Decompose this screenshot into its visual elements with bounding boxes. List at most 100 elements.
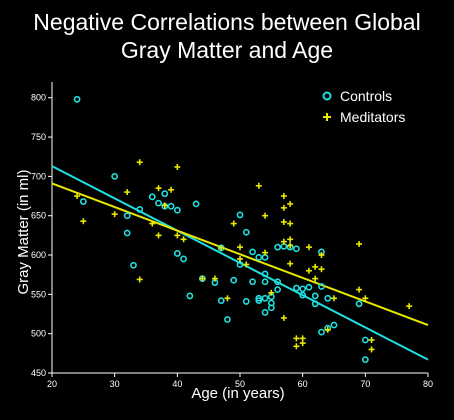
controls-point (192, 200, 200, 208)
controls-point (311, 292, 319, 300)
controls-point (361, 336, 369, 344)
controls-point (236, 211, 244, 219)
meditators-point (287, 242, 294, 249)
y-tick-label: 700 (31, 171, 46, 181)
axes: 20 30 40 50 60 70 80 450 500 550 600 650 700 750 800 (31, 82, 433, 389)
controls-point (242, 228, 250, 236)
meditators-point (174, 232, 181, 239)
meditators-point (368, 336, 375, 343)
controls-point (224, 316, 231, 323)
meditators-point (287, 220, 294, 227)
y-tick-label: 800 (31, 93, 46, 103)
controls-point (111, 172, 119, 180)
controls-point (318, 328, 325, 336)
meditators-point (262, 249, 269, 256)
meditators-point (74, 193, 81, 200)
meditators-point (312, 263, 319, 270)
controls-point (73, 95, 81, 103)
y-tick-label: 750 (31, 132, 46, 142)
controls-point (230, 276, 238, 284)
controls-point (255, 294, 263, 302)
meditators-point (111, 211, 118, 218)
controls-point (261, 309, 269, 316)
controls-point (318, 283, 325, 290)
x-tick-label: 70 (360, 379, 370, 389)
meditators-point (149, 220, 156, 227)
meditators-point (237, 244, 243, 251)
y-axis-label: Gray Matter (in ml) (15, 169, 32, 294)
meditators-point (124, 189, 131, 196)
trend-line-controls (51, 165, 429, 361)
controls-point (217, 297, 225, 305)
controls-point (123, 229, 131, 237)
meditators-point (362, 295, 369, 302)
meditators-point (224, 295, 231, 302)
meditators-point (262, 212, 269, 219)
x-tick-label: 30 (110, 379, 120, 389)
controls-point (361, 356, 369, 364)
controls-point (130, 261, 137, 269)
y-tick-label: 550 (31, 289, 46, 299)
y-tick-label: 600 (31, 250, 46, 260)
meditators-point (136, 276, 143, 283)
meditators-point (287, 236, 294, 243)
controls-point (155, 199, 162, 207)
controls-point (255, 297, 263, 305)
meditators-point (199, 275, 206, 282)
controls-point (324, 294, 332, 302)
controls-point (274, 243, 281, 251)
controls-point (180, 255, 187, 263)
controls-point (236, 261, 244, 268)
meditators-point (368, 346, 375, 353)
meditators-point (287, 260, 294, 267)
meditators-point (356, 286, 363, 293)
meditators-point (312, 275, 319, 282)
controls-point (274, 278, 281, 286)
controls-point (292, 284, 300, 292)
controls-point (305, 283, 313, 291)
meditators-point (280, 193, 287, 200)
controls-point (173, 250, 181, 257)
meditators-point (280, 204, 287, 211)
controls-point (267, 299, 275, 307)
x-axis-label: Age (in years) (191, 385, 284, 402)
controls-point (173, 206, 181, 214)
chart-title-line-1: Negative Correlations between Global (33, 9, 420, 35)
controls-point (136, 206, 144, 213)
meditators-point (299, 335, 306, 342)
controls-point (249, 248, 256, 256)
meditators-point (305, 244, 312, 251)
data-points (73, 95, 413, 364)
meditators-point (136, 159, 143, 166)
meditators-point (280, 314, 287, 321)
controls-point (261, 294, 269, 302)
meditators-point (293, 335, 300, 342)
x-tick-label: 50 (235, 379, 245, 389)
controls-point (186, 292, 194, 300)
meditators-point (318, 252, 325, 259)
meditators-point (174, 163, 181, 170)
controls-point (355, 300, 363, 308)
meditators-point (280, 218, 287, 225)
controls-point (123, 212, 131, 220)
meditators-point (356, 241, 363, 248)
chart-title-line-2: Gray Matter and Age (121, 37, 333, 63)
meditators-point (305, 267, 312, 274)
meditators-point (293, 343, 300, 350)
controls-point (311, 300, 319, 308)
controls-point (249, 278, 256, 286)
meditators-point (155, 232, 162, 239)
legend-label-meditators: Meditators (340, 109, 405, 125)
meditators-point (161, 202, 168, 209)
controls-point (292, 245, 300, 253)
legend: Controls Meditators (322, 88, 405, 125)
legend-label-controls: Controls (340, 88, 392, 104)
controls-point (261, 278, 269, 286)
controls-point (261, 270, 269, 278)
controls-point (299, 291, 307, 299)
trend-line-meditators (51, 182, 429, 326)
controls-point (330, 321, 338, 329)
x-tick-label: 60 (298, 379, 308, 389)
meditators-point (243, 261, 250, 268)
